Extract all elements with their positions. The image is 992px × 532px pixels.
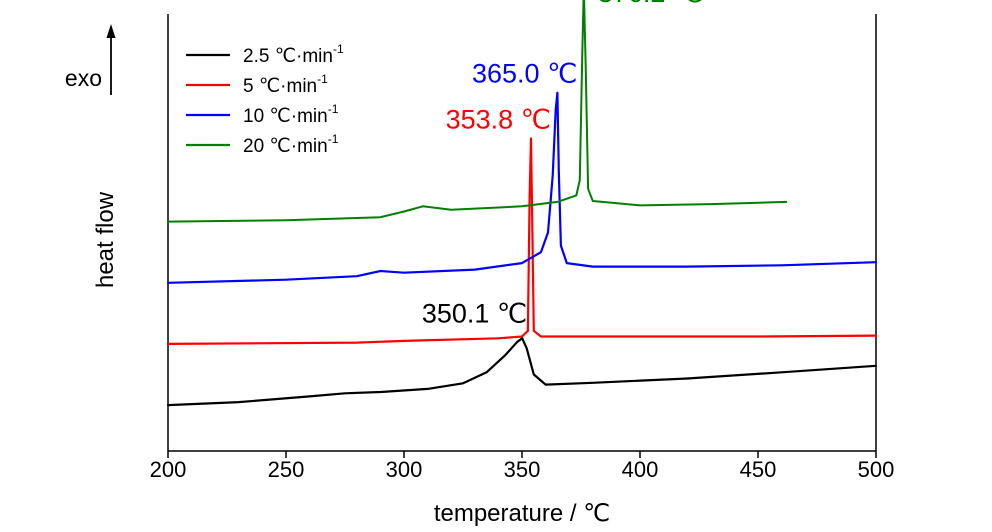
legend-label-2: 10 ℃·min-1 [243,102,339,127]
x-tick-label: 450 [740,457,777,482]
legend-label-text-0: 2.5 ℃·min [243,46,333,67]
legend: 2.5 ℃·min-15 ℃·min-110 ℃·min-120 ℃·min-1 [186,42,344,157]
x-ticks: 200 250 300 350 400 450 500 [150,451,895,482]
legend-label-0: 2.5 ℃·min-1 [243,42,344,67]
peak-label-0: 350.1 ℃ [422,298,527,328]
x-tick-label: 300 [386,457,423,482]
series-group [166,0,878,407]
exo-label: exo [65,65,102,91]
legend-label-sup-3: -1 [328,132,339,146]
series-line-3 [167,0,788,223]
x-tick-label: 350 [504,457,541,482]
legend-label-sup-0: -1 [333,42,344,56]
series-line-1 [166,137,878,345]
legend-label-3: 20 ℃·min-1 [243,132,339,157]
x-tick-label: 250 [268,457,305,482]
legend-label-text-1: 5 ℃·min [243,76,317,97]
peak-label-1: 353.8 ℃ [446,105,551,135]
legend-label-text-3: 20 ℃·min [243,136,328,157]
x-tick-label: 400 [622,457,659,482]
legend-label-1: 5 ℃·min-1 [243,72,328,97]
series-line-0 [166,337,878,407]
peak-label-3: 376.2 ℃ [598,0,703,8]
y-axis-title: heat flow [92,191,119,288]
x-tick-label: 200 [150,457,187,482]
x-axis-title: temperature / ℃ [434,500,610,527]
x-tick-label: 500 [858,457,895,482]
legend-label-sup-2: -1 [328,102,339,116]
legend-label-text-2: 10 ℃·min [243,106,328,127]
series-line-2 [166,91,878,284]
peak-labels: 350.1 ℃ 353.8 ℃ 365.0 ℃ 376.2 ℃ [422,0,703,328]
peak-label-2: 365.0 ℃ [472,59,577,89]
legend-label-sup-1: -1 [317,72,328,86]
exo-arrow-head [106,24,116,38]
exo-indicator: exo [65,24,116,95]
